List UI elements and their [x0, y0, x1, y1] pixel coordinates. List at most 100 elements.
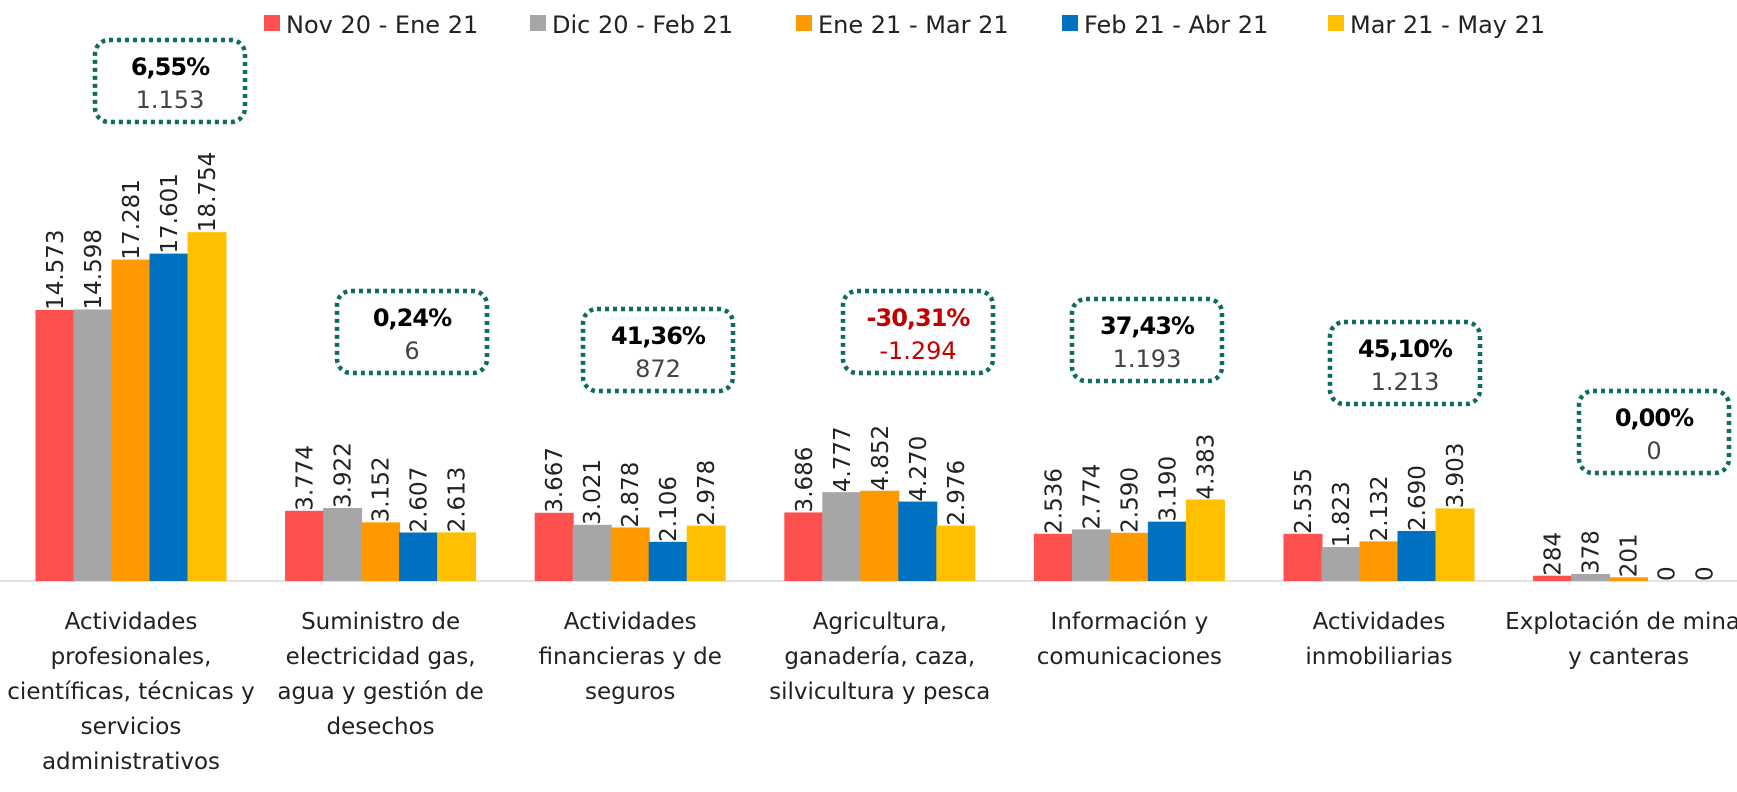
bar: [111, 259, 151, 581]
value-label: 284: [1541, 532, 1567, 576]
value-label: 4.270: [906, 436, 932, 502]
value-label: 3.021: [580, 459, 606, 525]
annotation-box: [1069, 296, 1225, 384]
bar: [1435, 508, 1475, 581]
value-label: 3.190: [1155, 456, 1181, 522]
value-label: 18.754: [195, 152, 221, 232]
bar: [1533, 575, 1573, 581]
bar: [1397, 530, 1437, 581]
bar: [784, 512, 824, 581]
bar: [323, 508, 363, 581]
legend-label: Ene 21 - Mar 21: [818, 11, 1009, 39]
legend-swatch: [1062, 15, 1078, 31]
bar: [936, 525, 976, 581]
value-label: 378: [1579, 530, 1605, 574]
value-label: 2.976: [944, 460, 970, 526]
bar: [1321, 547, 1361, 581]
annotation-diff: 1.213: [1371, 368, 1440, 396]
bar: [1571, 573, 1611, 581]
bar: [1359, 541, 1399, 581]
annotation-box: [1327, 319, 1483, 407]
legend-label: Dic 20 - Feb 21: [552, 11, 733, 39]
x-tick-label: Explotación de minas y canteras: [1505, 609, 1737, 670]
bar: [534, 512, 574, 581]
bar: [898, 501, 938, 581]
legend-swatch: [264, 15, 280, 31]
value-label: 3.686: [792, 447, 818, 513]
bar: [35, 309, 75, 581]
bar: [1609, 577, 1649, 581]
value-label: 14.598: [81, 229, 107, 309]
annotation-diff: -1.294: [879, 337, 956, 365]
annotation-box: [334, 288, 490, 376]
value-label: 17.601: [157, 173, 183, 253]
value-label: 3.667: [542, 447, 568, 513]
value-label: 2.106: [656, 476, 682, 542]
bar: [1033, 533, 1073, 581]
annotation-pct: 45,10%: [1358, 335, 1453, 363]
legend-swatch: [1328, 15, 1344, 31]
x-tick-label: Actividades profesionales, científicas, …: [7, 609, 255, 775]
bar: [285, 510, 325, 581]
value-label: 3.922: [331, 442, 357, 508]
bar: [610, 527, 650, 581]
value-label: 3.152: [369, 457, 395, 523]
annotation-box: [92, 37, 248, 125]
bar: [187, 232, 227, 581]
x-tick-label: Actividades inmobiliarias: [1305, 609, 1453, 670]
value-label: 2.774: [1079, 464, 1105, 530]
value-label: 2.132: [1367, 475, 1393, 541]
value-label: 2.978: [694, 460, 720, 526]
annotation-pct: 41,36%: [611, 322, 706, 350]
bar: [149, 253, 189, 581]
value-label: 2.690: [1405, 465, 1431, 531]
value-label: 2.613: [445, 467, 471, 533]
bar: [572, 524, 612, 581]
value-label: 3.774: [293, 445, 319, 511]
value-label: 2.536: [1041, 468, 1067, 534]
annotation-pct: 0,00%: [1615, 404, 1694, 432]
value-label: 3.903: [1443, 443, 1469, 509]
annotation-pct: 6,55%: [131, 53, 210, 81]
bar: [361, 522, 401, 581]
value-label: 2.607: [407, 467, 433, 533]
value-label: 201: [1617, 533, 1643, 577]
annotation-diff: 6: [404, 337, 419, 365]
bar: [1185, 499, 1225, 581]
legend-label: Nov 20 - Ene 21: [286, 11, 478, 39]
bar: [822, 492, 862, 581]
annotation-pct: 37,43%: [1100, 312, 1195, 340]
bar: [1283, 533, 1323, 581]
x-tick-label: Información y comunicaciones: [1036, 609, 1222, 670]
bar: [860, 490, 900, 581]
legend-swatch: [796, 15, 812, 31]
annotation-box: [580, 306, 736, 394]
value-label: 2.535: [1291, 468, 1317, 534]
annotation-box: [840, 288, 996, 376]
value-label: 17.281: [119, 179, 145, 259]
value-label: 4.777: [830, 426, 856, 492]
value-label: 2.590: [1117, 467, 1143, 533]
bar: [399, 532, 439, 581]
x-tick-label: Actividades financieras y de seguros: [538, 609, 722, 705]
bar: [1071, 529, 1111, 581]
bar: [73, 309, 113, 581]
x-tick-label: Agricultura, ganadería, caza, silvicultu…: [769, 609, 991, 705]
annotation-diff: 872: [635, 355, 681, 383]
annotation-pct: 0,24%: [373, 304, 452, 332]
x-tick-label: Suministro de electricidad gas, agua y g…: [277, 609, 484, 740]
bar: [648, 541, 688, 581]
value-label: 2.878: [618, 462, 644, 528]
annotation-box: [1576, 388, 1732, 476]
value-label: 0: [1655, 566, 1681, 581]
value-label: 1.823: [1329, 481, 1355, 547]
bar: [686, 525, 726, 581]
bar: [1147, 521, 1187, 581]
legend-label: Feb 21 - Abr 21: [1084, 11, 1268, 39]
value-label: 14.573: [43, 229, 69, 309]
annotation-pct: -30,31%: [867, 304, 971, 332]
annotation-diff: 1.193: [1113, 345, 1182, 373]
legend-swatch: [530, 15, 546, 31]
